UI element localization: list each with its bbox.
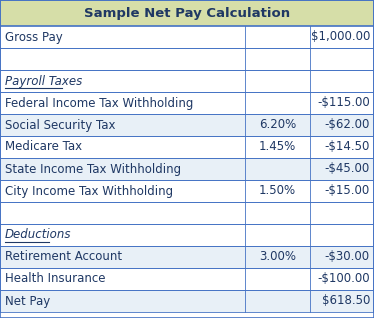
Bar xyxy=(0,180,374,202)
Text: State Income Tax Withholding: State Income Tax Withholding xyxy=(5,162,181,176)
Text: City Income Tax Withholding: City Income Tax Withholding xyxy=(5,184,173,197)
Text: -$14.50: -$14.50 xyxy=(325,141,370,154)
Text: 6.20%: 6.20% xyxy=(259,119,296,132)
Text: Deductions: Deductions xyxy=(5,229,71,241)
Text: $618.50: $618.50 xyxy=(322,294,370,308)
Text: -$30.00: -$30.00 xyxy=(325,251,370,264)
Text: -$100.00: -$100.00 xyxy=(318,273,370,286)
Text: Medicare Tax: Medicare Tax xyxy=(5,141,82,154)
Text: Federal Income Tax Withholding: Federal Income Tax Withholding xyxy=(5,96,193,109)
Text: 1.45%: 1.45% xyxy=(259,141,296,154)
Text: Health Insurance: Health Insurance xyxy=(5,273,105,286)
Text: Net Pay: Net Pay xyxy=(5,294,50,308)
Bar xyxy=(0,246,374,268)
Text: Social Security Tax: Social Security Tax xyxy=(5,119,116,132)
Bar xyxy=(0,158,374,180)
Text: Gross Pay: Gross Pay xyxy=(5,31,63,44)
Text: Sample Net Pay Calculation: Sample Net Pay Calculation xyxy=(84,6,290,19)
Text: Payroll Taxes: Payroll Taxes xyxy=(5,74,82,87)
Text: $1,000.00: $1,000.00 xyxy=(311,31,370,44)
Text: -$45.00: -$45.00 xyxy=(325,162,370,176)
Bar xyxy=(0,202,374,224)
Text: 3.00%: 3.00% xyxy=(259,251,296,264)
Bar xyxy=(0,224,374,246)
Bar xyxy=(0,114,374,136)
Bar xyxy=(0,290,374,312)
Bar xyxy=(0,26,374,48)
Bar xyxy=(0,48,374,70)
Text: -$62.00: -$62.00 xyxy=(325,119,370,132)
Bar xyxy=(0,268,374,290)
Bar xyxy=(0,70,374,92)
Text: -$115.00: -$115.00 xyxy=(317,96,370,109)
Text: -$15.00: -$15.00 xyxy=(325,184,370,197)
Text: Retirement Account: Retirement Account xyxy=(5,251,122,264)
Bar xyxy=(0,0,374,26)
Bar xyxy=(0,136,374,158)
Bar xyxy=(0,92,374,114)
Text: 1.50%: 1.50% xyxy=(259,184,296,197)
